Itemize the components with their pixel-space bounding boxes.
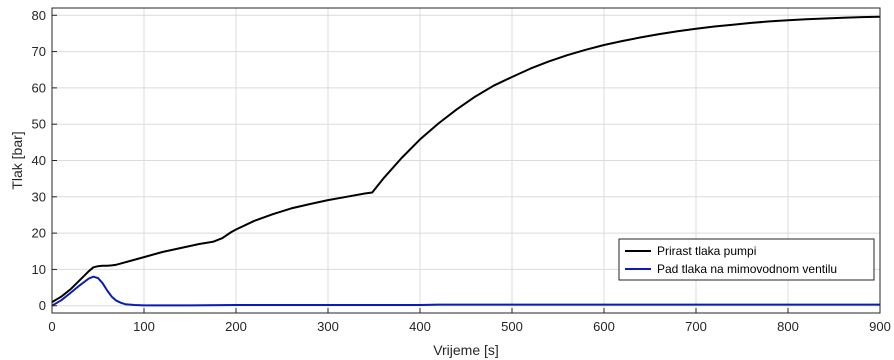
x-tick-label: 900 [869,319,891,334]
y-tick-label: 30 [32,189,46,204]
legend-box [618,238,875,281]
legend: Prirast tlaka pumpi Pad tlaka na mimovod… [618,238,875,281]
y-tick-label: 80 [32,8,46,23]
x-tick-label: 100 [133,319,155,334]
series-line-1 [51,275,880,307]
x-tick-label: 300 [317,319,339,334]
x-tick-label: 200 [225,319,247,334]
x-tick-label: 800 [777,319,799,334]
x-tick-label: 0 [48,319,55,334]
y-tick-label: 10 [32,262,46,277]
y-tick-label: 0 [39,298,46,313]
y-tick-label: 20 [32,226,46,241]
legend-label-valve: Pad tlaka na mimovodnom ventilu [657,262,837,276]
y-tick-label: 50 [32,117,46,132]
y-tick-label: 70 [32,44,46,59]
y-tick-label: 60 [32,80,46,95]
tick-labels: 0 100 200 300 400 500 600 700 800 900 0 10 20 30 40 50 6… [32,8,891,334]
series-line-0 [51,15,881,303]
y-tick-label: 40 [32,153,46,168]
x-tick-label: 400 [409,319,431,334]
x-tick-label: 500 [501,319,523,334]
x-tick-label: 600 [593,319,615,334]
series-group [51,15,881,307]
x-axis-label: Vrijeme [s] [433,342,499,358]
x-tick-label: 700 [685,319,707,334]
legend-label-pump: Prirast tlaka pumpi [657,244,756,258]
y-axis-label: Tlak [bar] [9,131,25,189]
